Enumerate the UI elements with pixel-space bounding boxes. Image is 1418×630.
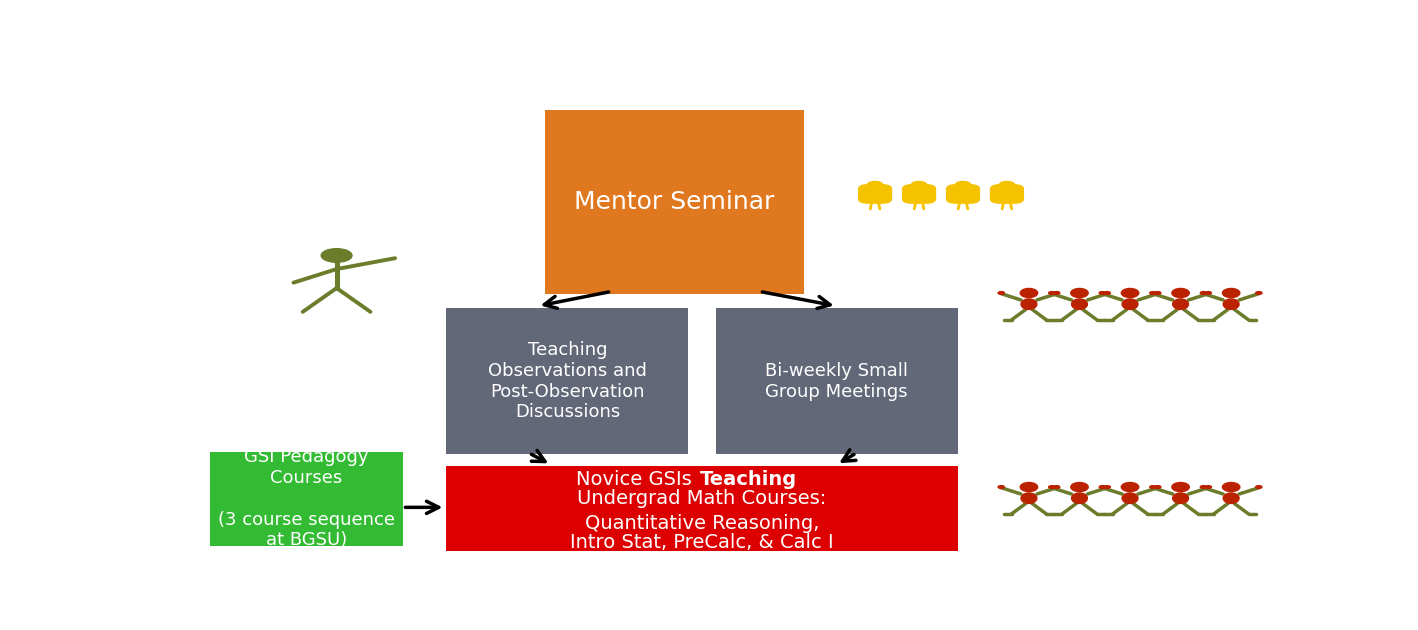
Ellipse shape	[1122, 493, 1139, 503]
Circle shape	[1054, 292, 1059, 294]
Circle shape	[322, 249, 352, 262]
Circle shape	[1105, 486, 1110, 488]
FancyBboxPatch shape	[546, 110, 804, 294]
Ellipse shape	[1122, 289, 1139, 297]
Circle shape	[868, 181, 883, 188]
Ellipse shape	[1222, 289, 1239, 297]
FancyBboxPatch shape	[990, 184, 1024, 204]
Ellipse shape	[1173, 493, 1188, 503]
Ellipse shape	[1173, 299, 1188, 309]
FancyBboxPatch shape	[447, 309, 688, 454]
Circle shape	[1205, 486, 1211, 488]
Text: Novice GSIs: Novice GSIs	[576, 470, 698, 489]
FancyBboxPatch shape	[902, 184, 936, 204]
Text: Bi-weekly Small
Group Meetings: Bi-weekly Small Group Meetings	[766, 362, 908, 401]
Text: Mentor Seminar: Mentor Seminar	[574, 190, 774, 214]
Circle shape	[1054, 486, 1059, 488]
Ellipse shape	[1021, 299, 1037, 309]
Circle shape	[912, 181, 927, 188]
Text: Quantitative Reasoning,: Quantitative Reasoning,	[584, 515, 820, 534]
FancyBboxPatch shape	[716, 309, 957, 454]
Ellipse shape	[1171, 483, 1190, 491]
Circle shape	[1154, 292, 1161, 294]
Ellipse shape	[1072, 299, 1088, 309]
Circle shape	[1154, 486, 1161, 488]
Circle shape	[1000, 181, 1015, 188]
Circle shape	[1256, 292, 1262, 294]
Ellipse shape	[1021, 493, 1037, 503]
Ellipse shape	[1122, 483, 1139, 491]
Circle shape	[1200, 292, 1207, 294]
Ellipse shape	[1222, 483, 1239, 491]
Circle shape	[1105, 292, 1110, 294]
Ellipse shape	[1224, 299, 1239, 309]
Circle shape	[1099, 486, 1106, 488]
FancyBboxPatch shape	[447, 466, 957, 551]
Text: Teaching: Teaching	[700, 470, 797, 489]
Ellipse shape	[1171, 289, 1190, 297]
Circle shape	[1205, 292, 1211, 294]
Circle shape	[1256, 486, 1262, 488]
Ellipse shape	[1020, 483, 1038, 491]
FancyBboxPatch shape	[210, 452, 403, 546]
FancyBboxPatch shape	[858, 184, 892, 204]
Ellipse shape	[1224, 493, 1239, 503]
Circle shape	[1150, 486, 1156, 488]
Circle shape	[1099, 292, 1106, 294]
Ellipse shape	[1122, 299, 1139, 309]
Text: Undergrad Math Courses:: Undergrad Math Courses:	[577, 489, 827, 508]
Ellipse shape	[1071, 289, 1088, 297]
Circle shape	[956, 181, 971, 188]
Text: GSI Pedagogy
Courses

(3 course sequence
at BGSU): GSI Pedagogy Courses (3 course sequence …	[218, 449, 394, 549]
Ellipse shape	[1020, 289, 1038, 297]
Circle shape	[1049, 292, 1055, 294]
Ellipse shape	[1072, 493, 1088, 503]
Ellipse shape	[1071, 483, 1088, 491]
Circle shape	[1150, 292, 1156, 294]
Text: Teaching
Observations and
Post-Observation
Discussions: Teaching Observations and Post-Observati…	[488, 341, 647, 421]
Circle shape	[998, 292, 1004, 294]
Text: Intro Stat, PreCalc, & Calc I: Intro Stat, PreCalc, & Calc I	[570, 533, 834, 552]
FancyBboxPatch shape	[946, 184, 980, 204]
Circle shape	[1200, 486, 1207, 488]
Circle shape	[1049, 486, 1055, 488]
Circle shape	[998, 486, 1004, 488]
